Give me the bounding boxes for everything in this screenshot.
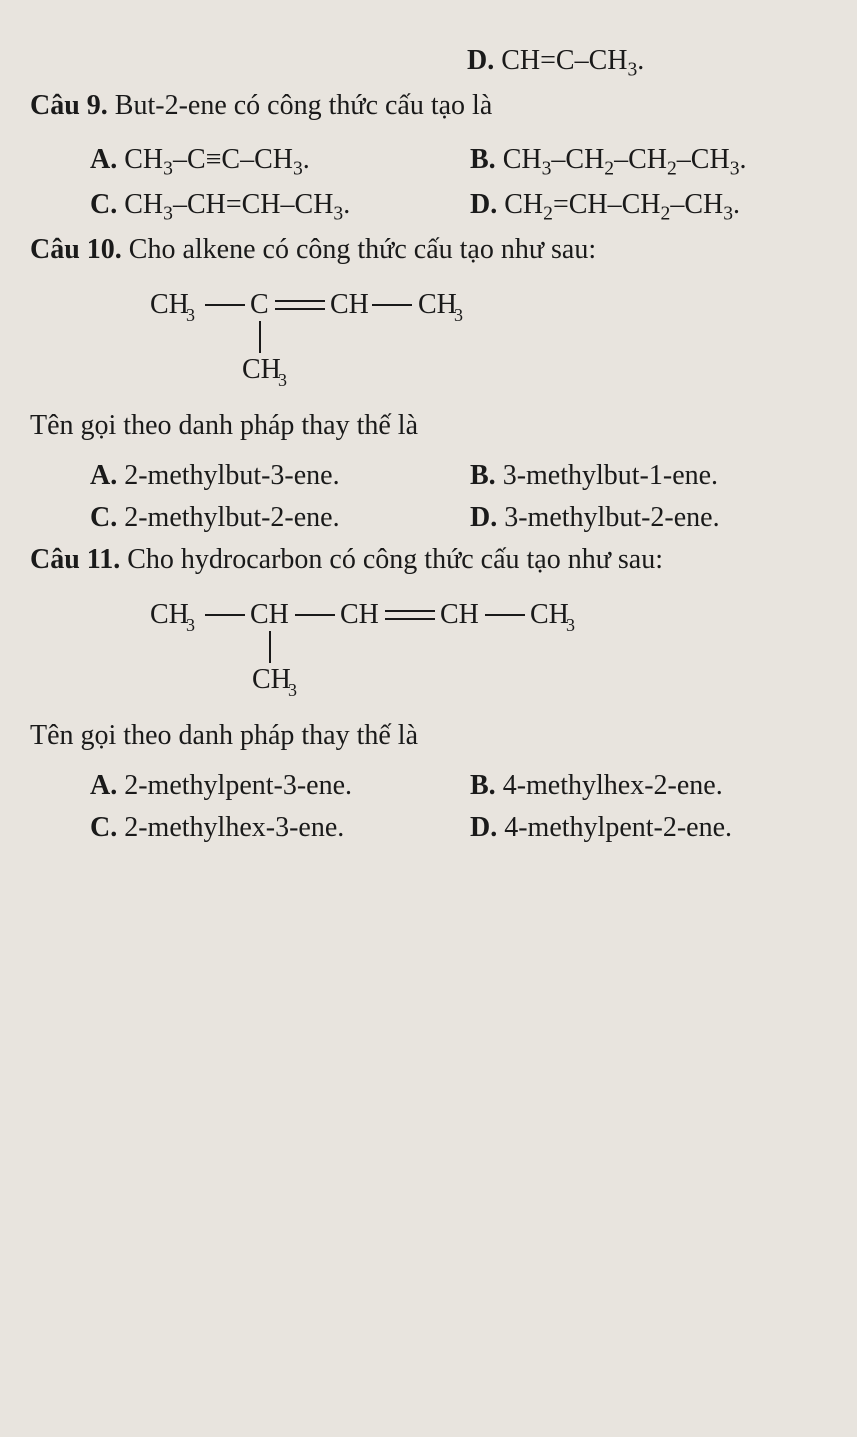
q9-option-a: A. CH3–C≡C–CH3. [90, 139, 430, 184]
svg-text:CH: CH [252, 664, 291, 695]
svg-text:CH: CH [440, 599, 479, 630]
svg-text:CH: CH [530, 599, 569, 630]
q11-option-c: C. 2-methylhex-3-ene. [90, 807, 430, 849]
svg-text:3: 3 [288, 680, 297, 700]
q11-options: A. 2-methylpent-3-ene. B. 4-methylhex-2-… [30, 765, 827, 849]
q10-substem: Tên gọi theo danh pháp thay thế là [30, 405, 827, 447]
question-9: Câu 9. But-2-ene có công thức cấu tạo là [30, 85, 827, 127]
svg-text:CH: CH [242, 354, 281, 385]
q9-option-b: B. CH3–CH2–CH2–CH3. [470, 139, 810, 184]
prev-option-d-label: D. [467, 45, 494, 76]
partial-previous-option: D. CH=C–CH3. [30, 40, 827, 85]
q9-options: A. CH3–C≡C–CH3. B. CH3–CH2–CH2–CH3. C. C… [30, 139, 827, 229]
q10-option-b: B. 3-methylbut-1-ene. [470, 455, 810, 497]
svg-text:3: 3 [186, 615, 195, 635]
prev-option-d: D. CH=C–CH3. [467, 40, 807, 85]
q11-structure: CH3 CH CH CH CH3 CH3 [30, 593, 827, 703]
question-11: Câu 11. Cho hydrocarbon có công thức cấu… [30, 539, 827, 581]
svg-text:CH: CH [250, 599, 289, 630]
q10-structure: CH3 C CH CH3 CH3 [30, 283, 827, 393]
q10-label: Câu 10. [30, 234, 122, 265]
q9-stem: But-2-ene có công thức cấu tạo là [108, 90, 492, 121]
svg-text:3: 3 [278, 370, 287, 390]
q10-option-d: D. 3-methylbut-2-ene. [470, 497, 810, 539]
prev-option-d-formula: CH=C–CH3. [501, 45, 644, 76]
q11-option-a: A. 2-methylpent-3-ene. [90, 765, 430, 807]
q11-stem: Cho hydrocarbon có công thức cấu tạo như… [120, 544, 663, 575]
svg-text:3: 3 [454, 305, 463, 325]
q10-options: A. 2-methylbut-3-ene. B. 3-methylbut-1-e… [30, 455, 827, 539]
svg-text:3: 3 [186, 305, 195, 325]
svg-text:C: C [250, 289, 269, 320]
svg-text:CH: CH [418, 289, 457, 320]
q11-option-d: D. 4-methylpent-2-ene. [470, 807, 810, 849]
q9-label: Câu 9. [30, 90, 108, 121]
svg-text:CH: CH [330, 289, 369, 320]
svg-text:CH: CH [150, 289, 189, 320]
q10-stem: Cho alkene có công thức cấu tạo như sau: [122, 234, 596, 265]
q10-option-c: C. 2-methylbut-2-ene. [90, 497, 430, 539]
svg-text:CH: CH [340, 599, 379, 630]
q9-option-d: D. CH2=CH–CH2–CH3. [470, 184, 810, 229]
question-10: Câu 10. Cho alkene có công thức cấu tạo … [30, 229, 827, 271]
q11-option-b: B. 4-methylhex-2-ene. [470, 765, 810, 807]
q11-substem: Tên gọi theo danh pháp thay thế là [30, 715, 827, 757]
svg-text:CH: CH [150, 599, 189, 630]
q11-label: Câu 11. [30, 544, 120, 575]
q9-option-c: C. CH3–CH=CH–CH3. [90, 184, 430, 229]
q10-option-a: A. 2-methylbut-3-ene. [90, 455, 430, 497]
svg-text:3: 3 [566, 615, 575, 635]
